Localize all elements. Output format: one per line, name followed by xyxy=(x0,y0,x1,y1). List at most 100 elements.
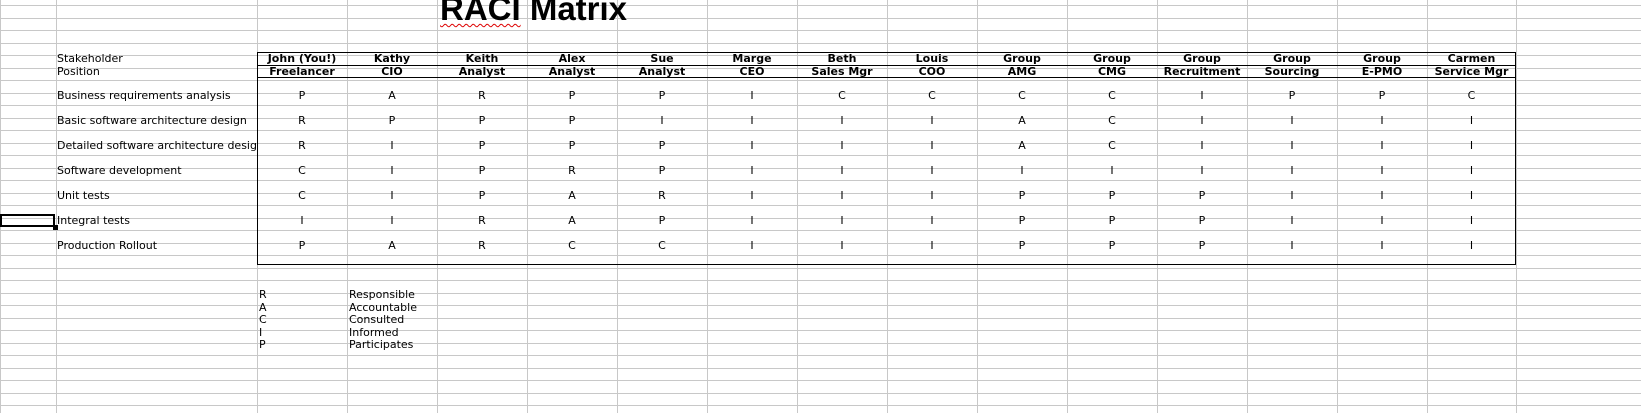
legend-code-cell[interactable]: I xyxy=(259,326,263,339)
legend-code-cell[interactable]: C xyxy=(259,314,267,326)
selected-cell[interactable] xyxy=(0,214,55,227)
raci-value-cell[interactable]: I xyxy=(930,140,934,152)
legend-code-cell[interactable]: R xyxy=(259,289,267,301)
raci-value-cell[interactable]: I xyxy=(930,115,934,127)
raci-value-cell[interactable]: A xyxy=(388,240,396,252)
raci-value-cell[interactable]: I xyxy=(1380,140,1384,152)
raci-value-cell[interactable]: I xyxy=(930,190,934,202)
raci-value-cell[interactable]: P xyxy=(1108,240,1116,252)
stakeholder-position-cell[interactable]: Recruitment xyxy=(1163,66,1241,78)
stakeholder-name-cell[interactable]: Keith xyxy=(465,53,499,65)
stakeholder-name-cell[interactable]: John (You!) xyxy=(267,53,337,65)
raci-value-cell[interactable]: I xyxy=(750,240,754,252)
raci-value-cell[interactable]: R xyxy=(478,240,486,252)
raci-value-cell[interactable]: P xyxy=(1198,215,1206,227)
raci-value-cell[interactable]: P xyxy=(1198,240,1206,252)
raci-value-cell[interactable]: I xyxy=(930,240,934,252)
stakeholder-name-cell[interactable]: Louis xyxy=(915,53,949,65)
raci-value-cell[interactable]: P xyxy=(658,215,666,227)
legend-meaning-cell[interactable]: Consulted xyxy=(349,314,405,326)
stakeholder-name-cell[interactable]: Beth xyxy=(827,53,857,65)
legend-code-cell[interactable]: P xyxy=(259,339,266,351)
stakeholder-name-cell[interactable]: Marge xyxy=(732,53,772,65)
raci-value-cell[interactable]: I xyxy=(390,215,394,227)
raci-value-cell[interactable]: P xyxy=(658,165,666,177)
raci-value-cell[interactable]: C xyxy=(838,90,846,102)
raci-value-cell[interactable]: I xyxy=(390,190,394,202)
raci-value-cell[interactable]: I xyxy=(390,165,394,177)
raci-value-cell[interactable]: I xyxy=(840,115,844,127)
legend-meaning-cell[interactable]: Responsible xyxy=(349,289,415,301)
stakeholder-position-cell[interactable]: Freelancer xyxy=(269,66,335,78)
raci-value-cell[interactable]: I xyxy=(1469,190,1474,202)
raci-value-cell[interactable]: C xyxy=(298,165,306,177)
raci-value-cell[interactable]: I xyxy=(1380,215,1384,227)
raci-value-cell[interactable]: P xyxy=(1378,90,1386,102)
fill-handle[interactable] xyxy=(53,225,58,230)
raci-value-cell[interactable]: C xyxy=(1108,90,1116,102)
raci-value-cell[interactable]: I xyxy=(750,90,754,102)
raci-value-cell[interactable]: I xyxy=(1020,165,1024,177)
raci-value-cell[interactable]: I xyxy=(1290,215,1294,227)
raci-value-cell[interactable]: I xyxy=(750,165,754,177)
stakeholder-position-cell[interactable]: COO xyxy=(918,66,946,78)
raci-value-cell[interactable]: P xyxy=(478,190,486,202)
stakeholder-position-cell[interactable]: Analyst xyxy=(638,66,686,78)
stakeholder-name-cell[interactable]: Kathy xyxy=(373,53,411,65)
stakeholder-position-cell[interactable]: Analyst xyxy=(458,66,506,78)
stakeholder-name-cell[interactable]: Group xyxy=(1273,53,1311,65)
raci-value-cell[interactable]: C xyxy=(568,240,576,252)
raci-value-cell[interactable]: P xyxy=(568,115,576,127)
raci-value-cell[interactable]: P xyxy=(1018,215,1026,227)
raci-value-cell[interactable]: I xyxy=(300,215,304,227)
raci-value-cell[interactable]: I xyxy=(1290,240,1294,252)
raci-value-cell[interactable]: I xyxy=(1290,190,1294,202)
raci-value-cell[interactable]: R xyxy=(478,215,486,227)
raci-value-cell[interactable]: I xyxy=(750,115,754,127)
raci-value-cell[interactable]: R xyxy=(298,115,306,127)
raci-value-cell[interactable]: I xyxy=(1290,165,1294,177)
legend-meaning-cell[interactable]: Informed xyxy=(349,326,399,339)
raci-value-cell[interactable]: C xyxy=(1108,115,1116,127)
raci-value-cell[interactable]: I xyxy=(840,165,844,177)
raci-value-cell[interactable]: I xyxy=(930,165,934,177)
stakeholder-position-cell[interactable]: Analyst xyxy=(548,66,596,78)
stakeholder-name-cell[interactable]: Group xyxy=(1093,53,1131,65)
raci-value-cell[interactable]: C xyxy=(928,90,936,102)
raci-value-cell[interactable]: P xyxy=(658,140,666,152)
stakeholder-position-cell[interactable]: Sales Mgr xyxy=(811,66,873,78)
raci-value-cell[interactable]: I xyxy=(750,215,754,227)
stakeholder-position-cell[interactable]: E-PMO xyxy=(1337,66,1427,78)
raci-value-cell[interactable]: I xyxy=(1200,115,1204,127)
raci-value-cell[interactable]: I xyxy=(1200,165,1204,177)
stakeholder-position-cell[interactable]: CIO xyxy=(347,66,437,78)
legend-meaning-cell[interactable]: Accountable xyxy=(349,301,417,314)
raci-value-cell[interactable]: R xyxy=(658,190,666,202)
task-label-cell[interactable]: Unit tests xyxy=(57,190,110,202)
task-label-cell[interactable]: Detailed software architecture desig xyxy=(57,140,257,152)
legend-code-cell[interactable]: A xyxy=(259,301,267,314)
task-label-cell[interactable]: Business requirements analysis xyxy=(57,90,231,102)
raci-value-cell[interactable]: P xyxy=(298,90,306,102)
raci-value-cell[interactable]: I xyxy=(750,140,754,152)
stakeholder-name-cell[interactable]: Group xyxy=(1003,53,1041,65)
raci-value-cell[interactable]: C xyxy=(658,240,666,252)
stakeholder-position-cell[interactable]: CMG xyxy=(1067,66,1157,78)
raci-value-cell[interactable]: I xyxy=(750,190,754,202)
raci-value-cell[interactable]: I xyxy=(840,190,844,202)
raci-value-cell[interactable]: I xyxy=(930,215,934,227)
raci-value-cell[interactable]: I xyxy=(1200,90,1204,102)
stakeholder-position-cell[interactable]: Sourcing xyxy=(1264,66,1320,78)
raci-value-cell[interactable]: P xyxy=(568,90,576,102)
raci-value-cell[interactable]: A xyxy=(568,215,576,227)
stakeholder-name-cell[interactable]: Sue xyxy=(650,53,674,65)
stakeholder-name-cell[interactable]: Group xyxy=(1183,53,1221,65)
raci-value-cell[interactable]: A xyxy=(1018,140,1026,152)
row-label-position[interactable]: Position xyxy=(57,66,100,78)
raci-value-cell[interactable]: I xyxy=(1290,115,1294,127)
stakeholder-position-cell[interactable]: Service Mgr xyxy=(1434,66,1509,78)
raci-value-cell[interactable]: P xyxy=(568,140,576,152)
raci-value-cell[interactable]: A xyxy=(1018,115,1026,127)
raci-value-cell[interactable]: I xyxy=(840,140,844,152)
raci-value-cell[interactable]: I xyxy=(1469,140,1474,152)
